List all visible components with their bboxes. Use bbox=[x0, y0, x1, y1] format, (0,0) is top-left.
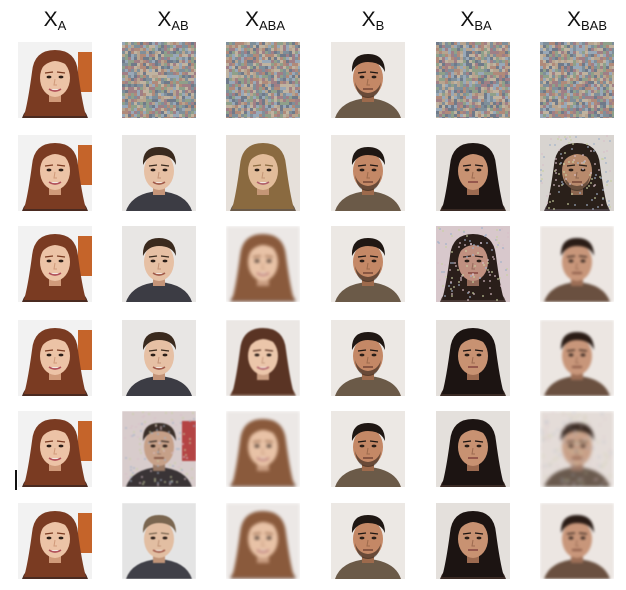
image-xaba-row-5 bbox=[226, 411, 300, 487]
face-image bbox=[226, 42, 300, 118]
image-xb-row-3 bbox=[331, 226, 405, 302]
face-image bbox=[331, 135, 405, 211]
face-image bbox=[122, 42, 196, 118]
image-xa-row-2 bbox=[18, 135, 92, 211]
image-xbab-row-4 bbox=[540, 320, 614, 396]
image-xb-row-5 bbox=[331, 411, 405, 487]
face-image bbox=[122, 411, 196, 487]
column-header-xbab: XBAB bbox=[542, 8, 626, 34]
image-xbab-row-5 bbox=[540, 411, 614, 487]
face-image bbox=[436, 411, 510, 487]
face-image bbox=[122, 226, 196, 302]
image-xab-row-1 bbox=[122, 42, 196, 118]
image-xb-row-4 bbox=[331, 320, 405, 396]
face-image bbox=[18, 320, 92, 396]
header-base: X bbox=[460, 8, 475, 31]
image-xab-row-2 bbox=[122, 135, 196, 211]
face-image bbox=[226, 135, 300, 211]
face-image bbox=[226, 411, 300, 487]
column-header-xb: XB bbox=[328, 8, 418, 34]
image-xbab-row-2 bbox=[540, 135, 614, 211]
face-image bbox=[18, 135, 92, 211]
face-image bbox=[226, 503, 300, 579]
header-subscript: AB bbox=[171, 18, 189, 33]
face-image bbox=[540, 503, 614, 579]
image-xba-row-5 bbox=[436, 411, 510, 487]
face-image bbox=[331, 226, 405, 302]
face-image bbox=[331, 503, 405, 579]
face-image bbox=[18, 226, 92, 302]
face-image bbox=[122, 135, 196, 211]
face-image bbox=[436, 135, 510, 211]
column-header-xaba: XABA bbox=[220, 8, 310, 34]
header-base: X bbox=[157, 8, 172, 31]
image-xa-row-1 bbox=[18, 42, 92, 118]
column-header-xab: XAB bbox=[128, 8, 218, 34]
image-xa-row-3 bbox=[18, 226, 92, 302]
image-xbab-row-3 bbox=[540, 226, 614, 302]
image-xb-row-1 bbox=[331, 42, 405, 118]
header-base: X bbox=[566, 8, 581, 31]
face-image bbox=[18, 42, 92, 118]
face-image bbox=[540, 42, 614, 118]
image-xaba-row-6 bbox=[226, 503, 300, 579]
face-image bbox=[331, 411, 405, 487]
image-xaba-row-4 bbox=[226, 320, 300, 396]
image-xa-row-4 bbox=[18, 320, 92, 396]
image-xab-row-5 bbox=[122, 411, 196, 487]
face-image bbox=[540, 320, 614, 396]
image-xba-row-2 bbox=[436, 135, 510, 211]
header-subscript: ABA bbox=[259, 18, 286, 33]
header-subscript: BAB bbox=[581, 18, 608, 33]
header-subscript: A bbox=[57, 18, 67, 33]
image-xab-row-3 bbox=[122, 226, 196, 302]
image-xba-row-4 bbox=[436, 320, 510, 396]
header-base: X bbox=[361, 8, 376, 31]
image-xba-row-6 bbox=[436, 503, 510, 579]
image-xbab-row-1 bbox=[540, 42, 614, 118]
image-xb-row-6 bbox=[331, 503, 405, 579]
face-image bbox=[226, 320, 300, 396]
column-header-xba: XBA bbox=[431, 8, 521, 34]
column-header-xa: XA bbox=[10, 8, 100, 34]
face-image bbox=[18, 411, 92, 487]
face-image bbox=[436, 42, 510, 118]
face-image bbox=[226, 226, 300, 302]
face-image bbox=[331, 42, 405, 118]
face-image bbox=[540, 411, 614, 487]
image-xaba-row-3 bbox=[226, 226, 300, 302]
face-image bbox=[436, 226, 510, 302]
image-xaba-row-1 bbox=[226, 42, 300, 118]
image-xab-row-6 bbox=[122, 503, 196, 579]
image-xaba-row-2 bbox=[226, 135, 300, 211]
face-image bbox=[331, 320, 405, 396]
header-subscript: B bbox=[375, 18, 385, 33]
cursor-mark bbox=[15, 470, 17, 490]
face-image bbox=[436, 503, 510, 579]
header-base: X bbox=[43, 8, 58, 31]
image-xba-row-1 bbox=[436, 42, 510, 118]
face-image bbox=[18, 503, 92, 579]
image-xa-row-5 bbox=[18, 411, 92, 487]
face-image bbox=[122, 503, 196, 579]
face-image bbox=[540, 135, 614, 211]
image-xba-row-3 bbox=[436, 226, 510, 302]
face-image bbox=[436, 320, 510, 396]
image-xbab-row-6 bbox=[540, 503, 614, 579]
header-base: X bbox=[244, 8, 259, 31]
image-xb-row-2 bbox=[331, 135, 405, 211]
header-subscript: BA bbox=[474, 18, 492, 33]
face-image bbox=[122, 320, 196, 396]
face-image bbox=[540, 226, 614, 302]
image-xab-row-4 bbox=[122, 320, 196, 396]
image-xa-row-6 bbox=[18, 503, 92, 579]
